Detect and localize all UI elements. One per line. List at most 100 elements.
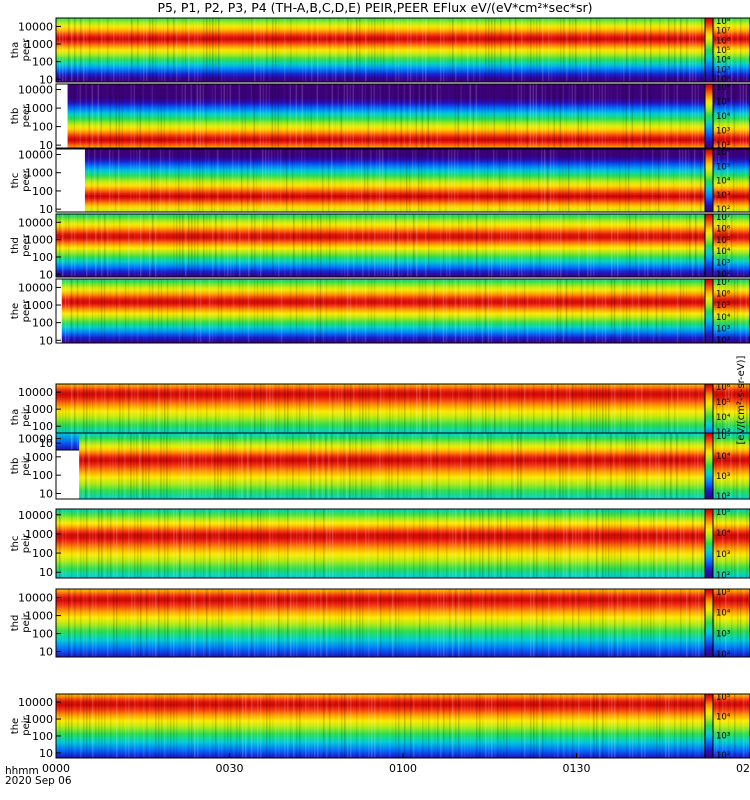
spectrogram-streak — [732, 149, 735, 212]
spectrogram-streak — [547, 84, 550, 148]
spectrogram-streak — [679, 433, 681, 499]
spectrogram-streak — [734, 214, 736, 277]
spectrogram-streak — [149, 694, 151, 758]
spectrogram-streak — [409, 84, 412, 148]
spectrogram-streak — [317, 18, 319, 82]
spectrogram-streak — [425, 509, 427, 578]
spectrogram-streak — [301, 279, 304, 343]
spectrogram-streak — [697, 84, 700, 148]
spectrogram-streak — [279, 149, 282, 212]
spectrogram-streak — [484, 279, 487, 343]
spectrogram-streak — [747, 149, 750, 212]
spectrogram-streak — [365, 509, 367, 578]
spectrogram-streak — [512, 509, 514, 578]
spectrogram-streak — [635, 84, 637, 148]
spectrogram-streak — [643, 279, 646, 343]
spectrogram-streak — [110, 589, 112, 657]
spectrogram-streak — [638, 384, 640, 450]
spectrogram-streak — [737, 214, 739, 277]
colorbar-tick-label: 10⁵ — [716, 432, 730, 442]
spectrogram-streak — [195, 149, 198, 212]
spectrogram-streak — [400, 433, 402, 499]
spectrogram-streak — [319, 433, 321, 499]
spectrogram-streak — [452, 18, 454, 82]
spectrogram-streak — [161, 694, 163, 758]
spectrogram-streak — [484, 433, 486, 499]
spectrogram-streak — [509, 589, 511, 657]
spectrogram-streak — [719, 384, 721, 450]
spectrogram-streak — [614, 384, 616, 450]
spectrogram-streak — [482, 694, 484, 758]
spectrogram-streak — [695, 18, 697, 82]
spectrogram-streak — [206, 509, 208, 578]
spectrogram-streak — [688, 84, 691, 148]
spectrogram-streak — [134, 694, 136, 758]
spectrogram-streak — [209, 509, 211, 578]
spectrogram-streak — [290, 509, 292, 578]
spectrogram-streak — [151, 279, 154, 343]
colorbar — [704, 83, 714, 149]
spectrogram-streak — [71, 18, 73, 82]
spectrogram-streak — [173, 84, 175, 148]
colorbar-tick-label: 10⁴ — [716, 313, 731, 323]
time-axis-caption: hhmm 2020 Sep 06 — [5, 766, 72, 787]
spectrogram-streak — [142, 433, 144, 499]
spectrogram-streak — [308, 214, 310, 277]
spectrogram-streak — [160, 279, 163, 343]
spectrogram-streak — [620, 694, 622, 758]
spectrogram-streak — [95, 279, 97, 343]
spectrogram-streak — [296, 589, 298, 657]
spectrogram-streak — [408, 149, 411, 212]
spectrogram-streak — [119, 384, 121, 450]
spectrogram-streak — [236, 509, 238, 578]
spectrogram-streak — [236, 18, 238, 82]
spectrogram-streak — [450, 149, 453, 212]
spectrogram-streak — [562, 84, 565, 148]
spectrogram-streak — [401, 214, 403, 277]
spectrogram-streak — [229, 433, 231, 499]
spectrogram-streak — [720, 149, 723, 212]
spectrogram-streak — [589, 84, 592, 148]
spectrogram-streak — [586, 279, 589, 343]
spectrogram-streak — [292, 433, 294, 499]
spectrogram-streak — [551, 589, 553, 657]
spectrogram-streak — [446, 589, 448, 657]
spectrogram-streak — [311, 509, 313, 578]
spectrogram-streak — [620, 84, 622, 148]
spectrogram-streak — [281, 694, 283, 758]
spectrogram-streak — [400, 279, 403, 343]
spectrogram-streak — [535, 84, 538, 148]
spectrogram-streak — [686, 694, 688, 758]
spectrogram-streak — [493, 84, 496, 148]
y-tick-label: 10 — [39, 566, 53, 579]
spectrogram-streak — [197, 589, 199, 657]
spectrogram-streak — [557, 509, 559, 578]
spectrogram-streak — [167, 214, 169, 277]
colorbar-tick-label: 10⁶ — [716, 148, 731, 158]
spectrogram-streak — [272, 509, 274, 578]
spectrogram-streak — [476, 509, 478, 578]
spectrogram-streak — [487, 84, 490, 148]
spectrogram-streak — [143, 214, 145, 277]
spectrogram-streak — [425, 214, 427, 277]
spectrogram-streak — [59, 694, 61, 758]
spectrogram-streak — [610, 149, 612, 212]
spectrogram-streak — [101, 589, 103, 657]
spectrogram-streak — [136, 84, 139, 148]
spectrogram-streak — [731, 214, 733, 277]
spectrogram-streak — [736, 279, 739, 343]
x-tick-label: 0130 — [563, 762, 591, 775]
spectrogram-streak — [566, 384, 568, 450]
spectrogram-streak — [544, 84, 547, 148]
spectrogram-streak — [551, 18, 553, 82]
spectrogram-streak — [74, 214, 76, 277]
spectrogram-streak — [598, 433, 600, 499]
spectrogram-streak — [683, 84, 685, 148]
spectrogram-streak — [101, 18, 103, 82]
spectrogram-streak — [300, 149, 303, 212]
spectrogram-streak — [95, 509, 97, 578]
spectrogram-streak — [211, 279, 214, 343]
spectrogram-streak — [209, 694, 211, 758]
spectrogram-streak — [310, 433, 312, 499]
spectrogram-streak — [506, 18, 508, 82]
